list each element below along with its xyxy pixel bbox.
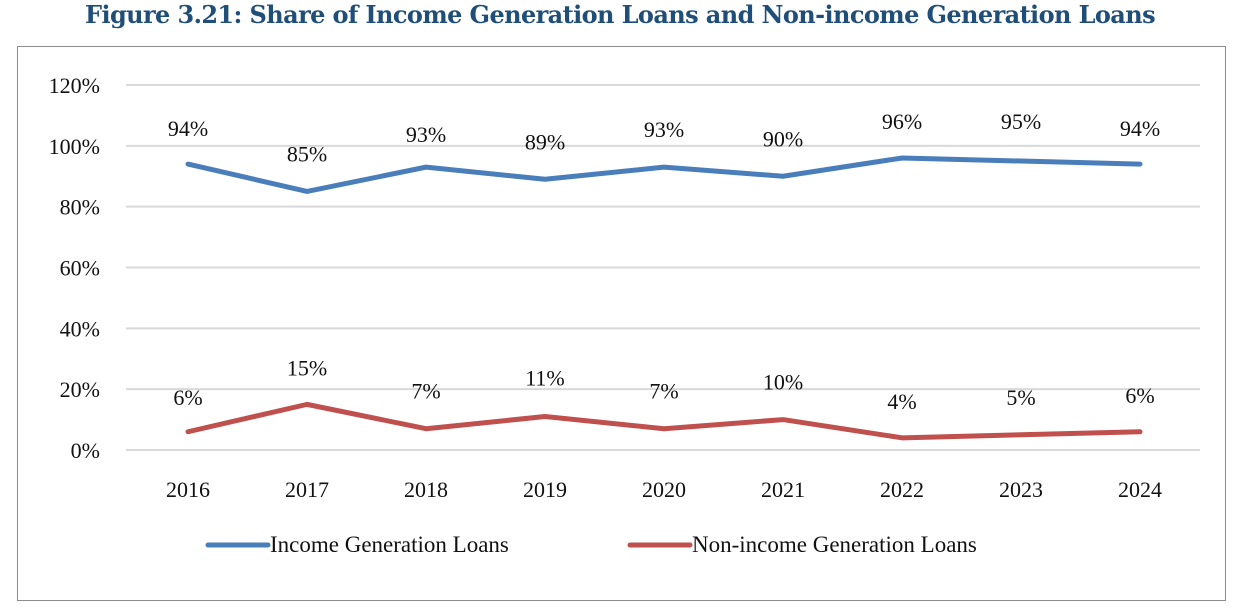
data-label: 94% — [1120, 116, 1160, 141]
data-label: 96% — [882, 109, 922, 134]
series-lines — [185, 155, 1143, 441]
data-label: 93% — [644, 117, 684, 142]
data-label: 94% — [168, 116, 208, 141]
data-label: 85% — [287, 141, 327, 166]
data-label: 7% — [649, 379, 678, 404]
data-label: 10% — [763, 370, 803, 395]
data-label: 89% — [525, 129, 565, 154]
series-line — [185, 155, 1143, 194]
data-labels: 94% 85% 93% 89% 93% 90% 96% 95% 94% 6% 15% 7% 11% 7% 1… — [168, 109, 1160, 414]
figure-title: Figure 3.21: Share of Income Generation … — [85, 0, 1156, 29]
legend-label: Non-income Generation Loans — [692, 532, 977, 557]
series-line — [185, 401, 1143, 441]
line-chart: 0%20%40%60%80%100%120% 2016 2017 2018 2019 2… — [49, 73, 1200, 557]
legend: Income Generation Loans Non-income Genera… — [205, 532, 977, 557]
chart-frame: 0% 20% 40% 60% 80% 100% 120% 2016 2017 2018 2019 2… — [17, 46, 1226, 601]
data-label: 7% — [411, 379, 440, 404]
x-tick-label: 2017 — [285, 477, 329, 502]
data-label: 11% — [525, 366, 565, 391]
y-tick-label: 100% — [49, 134, 100, 159]
data-label: 15% — [287, 355, 327, 380]
data-label: 93% — [406, 122, 446, 147]
gridlines — [126, 84, 1200, 451]
x-tick-label: 2018 — [404, 477, 448, 502]
y-axis-tick-labels: 0% 20% 40% 60% 80% 100% 120% — [49, 73, 100, 463]
x-axis-tick-labels: 2016 2017 2018 2019 2020 2021 2022 2023 2024 — [166, 477, 1162, 502]
data-label: 4% — [887, 389, 916, 414]
data-label: 95% — [1001, 109, 1041, 134]
data-label: 5% — [1006, 385, 1035, 410]
x-tick-label: 2023 — [999, 477, 1043, 502]
y-tick-label: 60% — [60, 256, 100, 281]
data-label: 90% — [763, 126, 803, 151]
data-label: 6% — [173, 385, 202, 410]
y-tick-label: 20% — [60, 377, 100, 402]
y-tick-label: 120% — [49, 73, 100, 98]
x-tick-label: 2021 — [761, 477, 805, 502]
x-tick-label: 2024 — [1118, 477, 1162, 502]
legend-label: Income Generation Loans — [270, 532, 509, 557]
x-tick-label: 2020 — [642, 477, 686, 502]
y-tick-label: 80% — [60, 195, 100, 220]
x-tick-label: 2019 — [523, 477, 567, 502]
x-tick-label: 2022 — [880, 477, 924, 502]
y-tick-label: 40% — [60, 316, 100, 341]
x-tick-label: 2016 — [166, 477, 210, 502]
data-label: 6% — [1125, 383, 1154, 408]
y-tick-label: 0% — [71, 438, 100, 463]
